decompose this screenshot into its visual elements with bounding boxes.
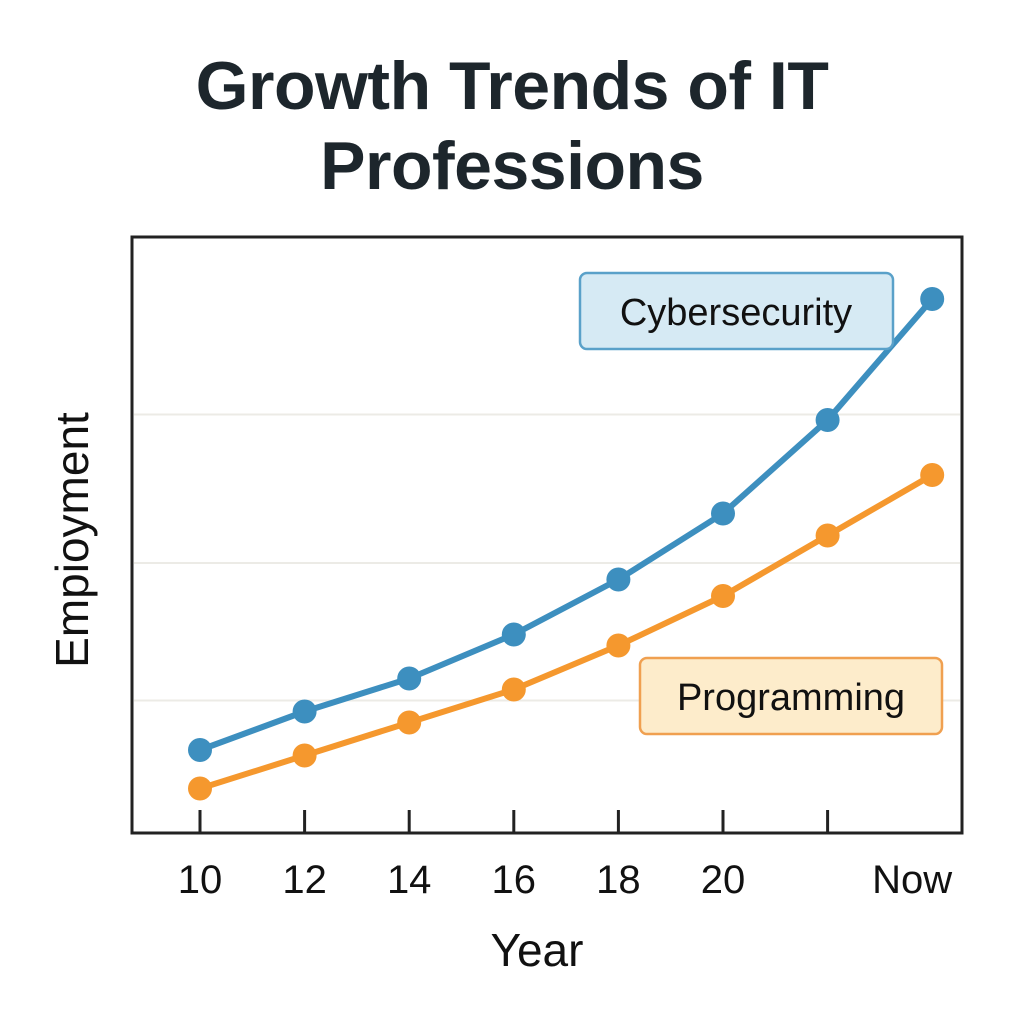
- data-point-cybersecurity: [188, 738, 212, 762]
- legend-text-cybersecurity: Cybersecurity: [620, 292, 852, 334]
- x-tick-label: 16: [492, 858, 537, 902]
- series-line-programming: [197, 472, 936, 792]
- data-point-programming: [920, 463, 945, 487]
- data-point-programming: [188, 776, 212, 801]
- data-point-programming: [292, 743, 317, 768]
- series-line-cybersecurity: [197, 296, 936, 753]
- data-point-cybersecurity: [501, 622, 526, 647]
- data-point-programming: [815, 523, 840, 548]
- series-lines: [197, 296, 936, 792]
- legend-box-cybersecurity: [578, 271, 895, 351]
- data-point-cybersecurity: [815, 408, 840, 432]
- data-point-cybersecurity: [920, 287, 945, 311]
- x-tick-label: 20: [701, 858, 746, 902]
- data-point-cybersecurity: [397, 666, 422, 691]
- data-point-programming: [606, 633, 631, 658]
- x-tick-label: Now: [872, 858, 952, 902]
- data-point-programming: [711, 584, 735, 608]
- chart-title-line-1: Growth Trends of IT: [195, 48, 829, 124]
- legend-box-programming: [638, 656, 944, 736]
- legend-label-cybersecurity: Cybersecurity: [578, 271, 895, 351]
- data-point-cybersecurity: [606, 567, 631, 592]
- x-tick-label: 12: [282, 858, 327, 902]
- chart-title-line-2: Professions: [320, 128, 704, 204]
- data-point-cybersecurity: [292, 699, 317, 724]
- chart-title: Growth Trends of IT Professions: [0, 46, 1024, 206]
- y-axis-label: Empioyment: [46, 412, 98, 668]
- x-ticks: 10 12 14 16 18 20 Now: [178, 810, 952, 902]
- x-tick-label: 14: [387, 858, 432, 902]
- data-point-programming: [501, 677, 526, 702]
- data-point-programming: [397, 710, 422, 735]
- plot-frame: [130, 235, 964, 835]
- x-axis-label: Year: [491, 924, 584, 976]
- data-point-cybersecurity: [711, 501, 735, 526]
- x-tick-label: 18: [596, 858, 641, 902]
- series-points: [188, 287, 945, 801]
- legend-text-programming: Programming: [677, 677, 905, 719]
- legend-label-programming: Programming: [638, 656, 944, 736]
- x-tick-label: 10: [178, 858, 223, 902]
